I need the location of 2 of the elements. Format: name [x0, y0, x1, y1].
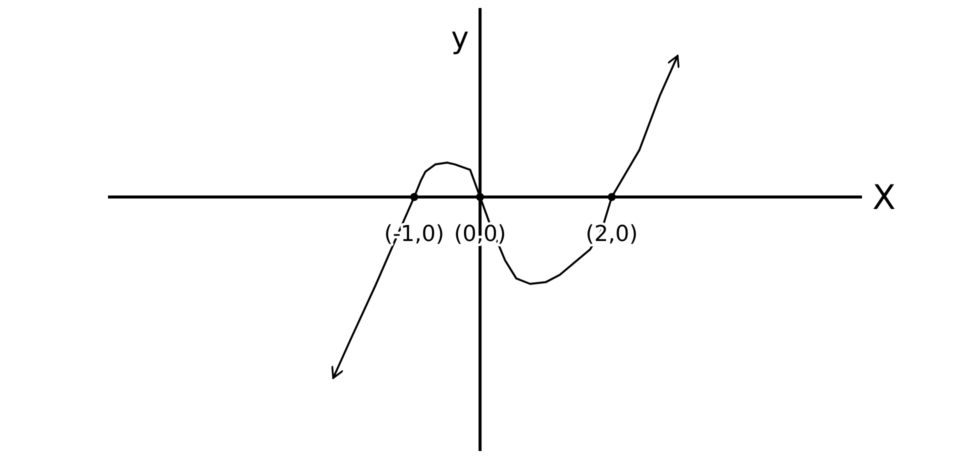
- y-axis-title: y: [451, 21, 469, 56]
- x-axis-title: X: [872, 178, 896, 218]
